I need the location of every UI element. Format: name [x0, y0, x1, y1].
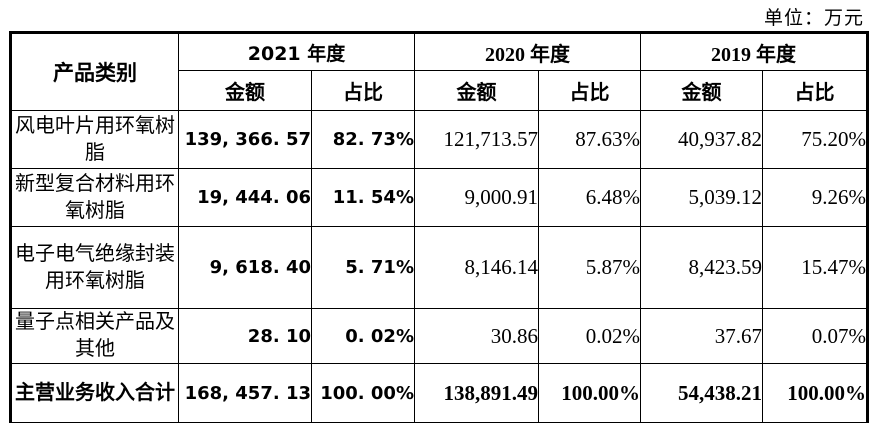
amount-header-2019: 金额 — [640, 70, 763, 111]
table-row-quantum-dot-other: 量子点相关产品及其他 28. 10 0. 02% 30.86 0.02% 37.… — [10, 308, 868, 364]
amount-2021: 9, 618. 40 — [178, 226, 312, 309]
amount-2020: 138,891.49 — [414, 363, 539, 423]
amount-header-2021: 金额 — [178, 70, 312, 111]
amount-2019: 37.67 — [640, 308, 763, 364]
table-row-electronic-insulation-epoxy: 电子电气绝缘封装用环氧树脂 9, 618. 40 5. 71% 8,146.14… — [10, 226, 868, 309]
ratio-2021: 5. 71% — [311, 226, 415, 309]
ratio-2020: 0.02% — [538, 308, 641, 364]
revenue-by-product-table: 产品类别 2021 年度 2020 年度 2019 年度 金额 占比 金额 占比… — [9, 31, 869, 423]
amount-2020: 121,713.57 — [414, 110, 539, 169]
table-row-new-composite-epoxy: 新型复合材料用环氧树脂 19, 444. 06 11. 54% 9,000.91… — [10, 168, 868, 227]
ratio-2021: 0. 02% — [311, 308, 415, 364]
amount-2021: 19, 444. 06 — [178, 168, 312, 227]
row-label: 量子点相关产品及其他 — [10, 308, 179, 364]
amount-2021: 28. 10 — [178, 308, 312, 364]
ratio-2019: 15.47% — [762, 226, 868, 309]
amount-2020: 30.86 — [414, 308, 539, 364]
row-label: 风电叶片用环氧树脂 — [10, 110, 179, 169]
header-row-metrics: 金额 占比 金额 占比 金额 占比 — [11, 70, 868, 111]
ratio-2019: 0.07% — [762, 308, 868, 364]
row-label: 主营业务收入合计 — [10, 363, 179, 423]
amount-2020: 9,000.91 — [414, 168, 539, 227]
ratio-header-2019: 占比 — [762, 70, 868, 111]
row-label: 新型复合材料用环氧树脂 — [10, 168, 179, 227]
unit-label: 单位：万元 — [763, 8, 864, 29]
amount-2021: 139, 366. 57 — [178, 110, 312, 169]
year-header-2020: 2020 年度 — [414, 32, 641, 71]
amount-2020: 8,146.14 — [414, 226, 539, 309]
ratio-2020: 100.00% — [538, 363, 641, 423]
amount-2021: 168, 457. 13 — [178, 363, 312, 423]
ratio-2021: 82. 73% — [311, 110, 415, 169]
table-row-wind-blade-epoxy: 风电叶片用环氧树脂 139, 366. 57 82. 73% 121,713.5… — [10, 110, 868, 169]
ratio-2020: 6.48% — [538, 168, 641, 227]
ratio-2021: 11. 54% — [311, 168, 415, 227]
row-label: 电子电气绝缘封装用环氧树脂 — [10, 226, 179, 309]
table-row-main-business-total: 主营业务收入合计 168, 457. 13 100. 00% 138,891.4… — [10, 363, 868, 423]
amount-2019: 40,937.82 — [640, 110, 763, 169]
ratio-2020: 5.87% — [538, 226, 641, 309]
ratio-2021: 100. 00% — [311, 363, 415, 423]
header-row-years: 产品类别 2021 年度 2020 年度 2019 年度 — [10, 32, 868, 111]
product-category-header: 产品类别 — [10, 32, 179, 111]
amount-2019: 5,039.12 — [640, 168, 763, 227]
ratio-2020: 87.63% — [538, 110, 641, 169]
ratio-2019: 75.20% — [762, 110, 868, 169]
ratio-2019: 100.00% — [762, 363, 868, 423]
amount-2019: 54,438.21 — [640, 363, 763, 423]
ratio-header-2020: 占比 — [538, 70, 641, 111]
ratio-header-2021: 占比 — [311, 70, 415, 111]
amount-2019: 8,423.59 — [640, 226, 763, 309]
amount-header-2020: 金额 — [414, 70, 539, 111]
ratio-2019: 9.26% — [762, 168, 868, 227]
year-header-2021: 2021 年度 — [178, 32, 415, 71]
year-header-2019: 2019 年度 — [640, 32, 868, 71]
